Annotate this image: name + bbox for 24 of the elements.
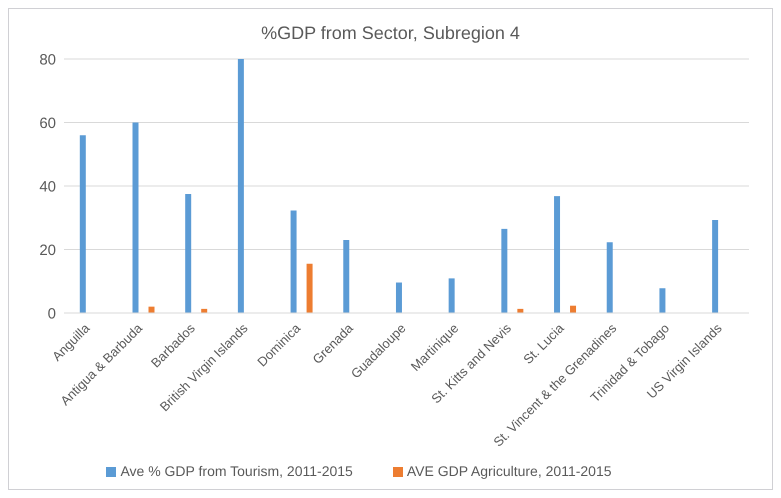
y-tick-label: 80 xyxy=(39,51,56,68)
legend-label: AVE GDP Agriculture, 2011-2015 xyxy=(406,463,612,479)
bar xyxy=(396,282,402,313)
bar xyxy=(501,228,508,313)
chart-title: %GDP from Sector, Subregion 4 xyxy=(260,22,521,45)
bar xyxy=(343,240,350,313)
bar xyxy=(148,306,154,313)
bar xyxy=(659,288,666,313)
bar xyxy=(606,242,613,313)
legend-label: Ave % GDP from Tourism, 2011-2015 xyxy=(120,463,353,479)
bar xyxy=(306,264,313,313)
y-tick-label: 60 xyxy=(39,114,56,132)
bar xyxy=(185,194,192,313)
bar xyxy=(712,220,718,313)
bar xyxy=(238,59,244,313)
bar xyxy=(290,210,297,313)
bar xyxy=(448,278,455,313)
y-tick-label: 0 xyxy=(48,305,56,322)
bar xyxy=(554,196,560,313)
y-tick-label: 20 xyxy=(39,242,56,259)
y-tick-label: 40 xyxy=(39,178,56,196)
bar xyxy=(570,306,576,313)
bar xyxy=(80,135,86,313)
bar xyxy=(132,122,138,313)
